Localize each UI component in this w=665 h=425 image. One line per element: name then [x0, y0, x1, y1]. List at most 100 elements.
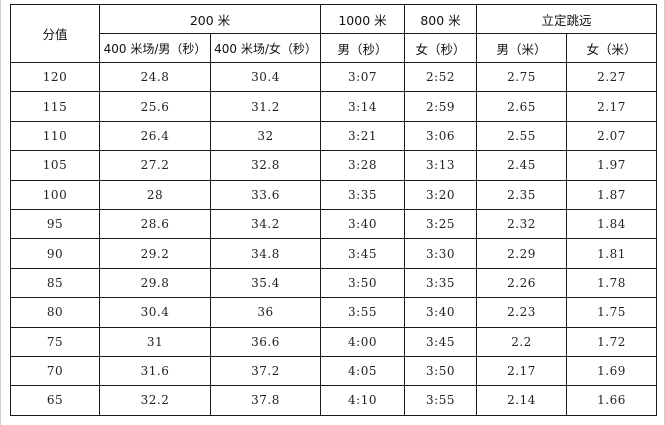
cell-jump-female: 1.81 [565, 238, 658, 269]
cell-jump-male: 2.45 [476, 150, 567, 181]
header-200m: 200 米 [99, 4, 321, 34]
cell-jump-female: 1.97 [565, 150, 658, 181]
cell-score: 105 [10, 150, 100, 181]
table-row: 80 30.4 36 3:55 3:40 2.23 1.75 [10, 297, 658, 328]
cell-jump-male: 2.55 [476, 120, 567, 152]
header-800m: 800 米 [404, 4, 477, 34]
table-row: 120 24.8 30.4 3:07 2:52 2.75 2.27 [10, 61, 658, 93]
cell-1000m-male: 4:05 [320, 355, 405, 387]
cell-200m-male: 29.2 [99, 238, 211, 269]
cell-jump-female: 1.78 [565, 267, 658, 299]
header-200m-female: 400 米场/女（秒） [210, 33, 321, 63]
cell-1000m-male: 3:21 [320, 120, 405, 152]
cell-score: 65 [10, 385, 100, 416]
cell-1000m-male: 4:00 [320, 326, 405, 357]
cell-jump-female: 1.72 [565, 326, 658, 357]
header-row-top: 分值 200 米 1000 米 800 米 立定跳远 [10, 4, 658, 63]
cell-score: 75 [10, 326, 100, 357]
header-1000m-male: 男（秒） [320, 33, 405, 63]
table-row: 105 27.2 32.8 3:28 3:13 2.45 1.97 [10, 150, 658, 181]
cell-200m-male: 26.4 [99, 120, 211, 152]
cell-score: 80 [10, 297, 100, 328]
cell-200m-female: 36 [210, 297, 321, 328]
cell-jump-female: 1.84 [565, 208, 658, 240]
header-800m-female: 女（秒） [404, 33, 477, 63]
table-row: 95 28.6 34.2 3:40 3:25 2.32 1.84 [10, 208, 658, 240]
table-row: 70 31.6 37.2 4:05 3:50 2.17 1.69 [10, 355, 658, 387]
table-row: 110 26.4 32 3:21 3:06 2.55 2.07 [10, 120, 658, 152]
cell-800m-female: 2:59 [404, 91, 477, 122]
cell-200m-male: 30.4 [99, 297, 211, 328]
cell-800m-female: 3:13 [404, 150, 477, 181]
cell-800m-female: 3:35 [404, 267, 477, 299]
cell-200m-female: 33.6 [210, 179, 321, 210]
cell-jump-male: 2.23 [476, 297, 567, 328]
cell-200m-female: 30.4 [210, 61, 321, 93]
header-jump-female: 女（米） [565, 33, 658, 63]
header-200m-male: 400 米场/男（秒） [99, 33, 211, 63]
table-row: 100 28 33.6 3:35 3:20 2.35 1.87 [10, 179, 658, 210]
cell-jump-female: 1.75 [565, 297, 658, 328]
header-standing-long-jump: 立定跳远 [475, 4, 658, 34]
header-score: 分值 [10, 4, 100, 63]
cell-1000m-male: 3:50 [320, 267, 405, 299]
cell-200m-male: 27.2 [99, 150, 211, 181]
cell-200m-female: 36.6 [210, 326, 321, 357]
cell-jump-male: 2.32 [476, 208, 567, 240]
cell-800m-female: 3:50 [404, 355, 477, 387]
cell-score: 100 [10, 179, 100, 210]
table-row: 75 31 36.6 4:00 3:45 2.2 1.72 [10, 326, 658, 357]
cell-200m-female: 37.2 [210, 355, 321, 387]
cell-score: 115 [10, 91, 100, 122]
header-jump-male: 男（米） [476, 33, 567, 63]
cell-200m-male: 28.6 [99, 208, 211, 240]
cell-800m-female: 2:52 [404, 61, 477, 93]
cell-score: 120 [10, 61, 100, 93]
cell-jump-female: 1.66 [565, 385, 658, 416]
cell-score: 95 [10, 208, 100, 240]
cell-200m-female: 32 [210, 120, 321, 152]
table-row: 65 32.2 37.8 4:10 3:55 2.14 1.66 [10, 385, 658, 416]
cell-jump-female: 2.07 [565, 120, 658, 152]
cell-1000m-male: 3:45 [320, 238, 405, 269]
cell-200m-female: 35.4 [210, 267, 321, 299]
cell-score: 70 [10, 355, 100, 387]
cell-200m-male: 31.6 [99, 355, 211, 387]
cell-800m-female: 3:55 [404, 385, 477, 416]
header-1000m: 1000 米 [320, 4, 405, 34]
cell-1000m-male: 3:07 [320, 61, 405, 93]
cell-1000m-male: 4:10 [320, 385, 405, 416]
cell-jump-male: 2.2 [476, 326, 567, 357]
cell-200m-male: 31 [99, 326, 211, 357]
cell-score: 110 [10, 120, 100, 152]
cell-200m-male: 25.6 [99, 91, 211, 122]
cell-200m-female: 37.8 [210, 385, 321, 416]
cell-jump-male: 2.29 [476, 238, 567, 269]
cell-jump-female: 2.17 [565, 91, 658, 122]
cell-200m-female: 34.8 [210, 238, 321, 269]
cell-score: 85 [10, 267, 100, 299]
cell-800m-female: 3:30 [404, 238, 477, 269]
cell-800m-female: 3:20 [404, 179, 477, 210]
cell-200m-female: 34.2 [210, 208, 321, 240]
cell-jump-male: 2.75 [476, 61, 567, 93]
cell-200m-male: 29.8 [99, 267, 211, 299]
cell-1000m-male: 3:55 [320, 297, 405, 328]
scoring-table: 分值 200 米 1000 米 800 米 立定跳远 400 米场/男（秒） 4… [10, 4, 658, 416]
cell-jump-male: 2.65 [476, 91, 567, 122]
cell-200m-female: 32.8 [210, 150, 321, 181]
cell-1000m-male: 3:28 [320, 150, 405, 181]
cell-800m-female: 3:40 [404, 297, 477, 328]
cell-jump-female: 1.87 [565, 179, 658, 210]
cell-800m-female: 3:25 [404, 208, 477, 240]
cell-1000m-male: 3:35 [320, 179, 405, 210]
cell-200m-male: 28 [99, 179, 211, 210]
cell-jump-female: 1.69 [565, 355, 658, 387]
cell-jump-male: 2.14 [476, 385, 567, 416]
cell-200m-male: 24.8 [99, 61, 211, 93]
cell-200m-male: 32.2 [99, 385, 211, 416]
cell-jump-male: 2.26 [476, 267, 567, 299]
table-row: 85 29.8 35.4 3:50 3:35 2.26 1.78 [10, 267, 658, 299]
cell-jump-male: 2.35 [476, 179, 567, 210]
table-body: 120 24.8 30.4 3:07 2:52 2.75 2.27 115 25.6 31.2 3:… [10, 61, 658, 416]
